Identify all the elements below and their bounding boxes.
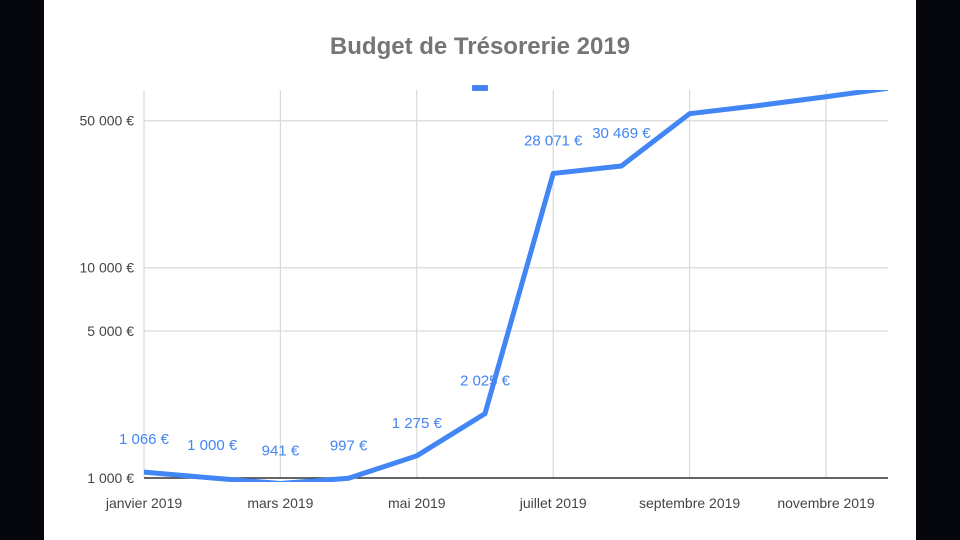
data-labels: 1 066 € 1 000 € 941 € 997 € 1 275 € 2 025 € 28… [119, 125, 651, 460]
data-label: 997 € [330, 437, 368, 454]
x-tick-label: mai 2019 [388, 495, 446, 511]
series-layer [143, 87, 895, 484]
legend [472, 85, 488, 91]
x-tick-label: juillet 2019 [519, 495, 587, 511]
data-label: 28 071 € [524, 132, 583, 149]
axes: 1 000 € 5 000 € 10 000 € 50 000 € janvier 20… [80, 113, 888, 511]
y-tick-label: 10 000 € [80, 260, 135, 276]
data-label: 1 275 € [392, 415, 443, 432]
data-label: 941 € [262, 443, 300, 460]
series-line [144, 90, 888, 482]
x-tick-label: mars 2019 [247, 495, 313, 511]
x-tick-label: janvier 2019 [105, 495, 182, 511]
data-label: 30 469 € [592, 125, 651, 142]
data-label: 1 066 € [119, 431, 170, 448]
grid-lines [143, 90, 888, 478]
data-label: 1 000 € [187, 437, 238, 454]
y-tick-label: 5 000 € [87, 323, 134, 339]
chart-title: Budget de Trésorerie 2019 [330, 33, 630, 60]
x-tick-label: novembre 2019 [777, 495, 875, 511]
data-label: 2 025 € [460, 373, 511, 390]
y-tick-label: 50 000 € [80, 113, 135, 129]
legend-swatch [472, 85, 488, 91]
x-tick-label: septembre 2019 [639, 495, 740, 511]
y-tick-label: 1 000 € [87, 470, 134, 486]
